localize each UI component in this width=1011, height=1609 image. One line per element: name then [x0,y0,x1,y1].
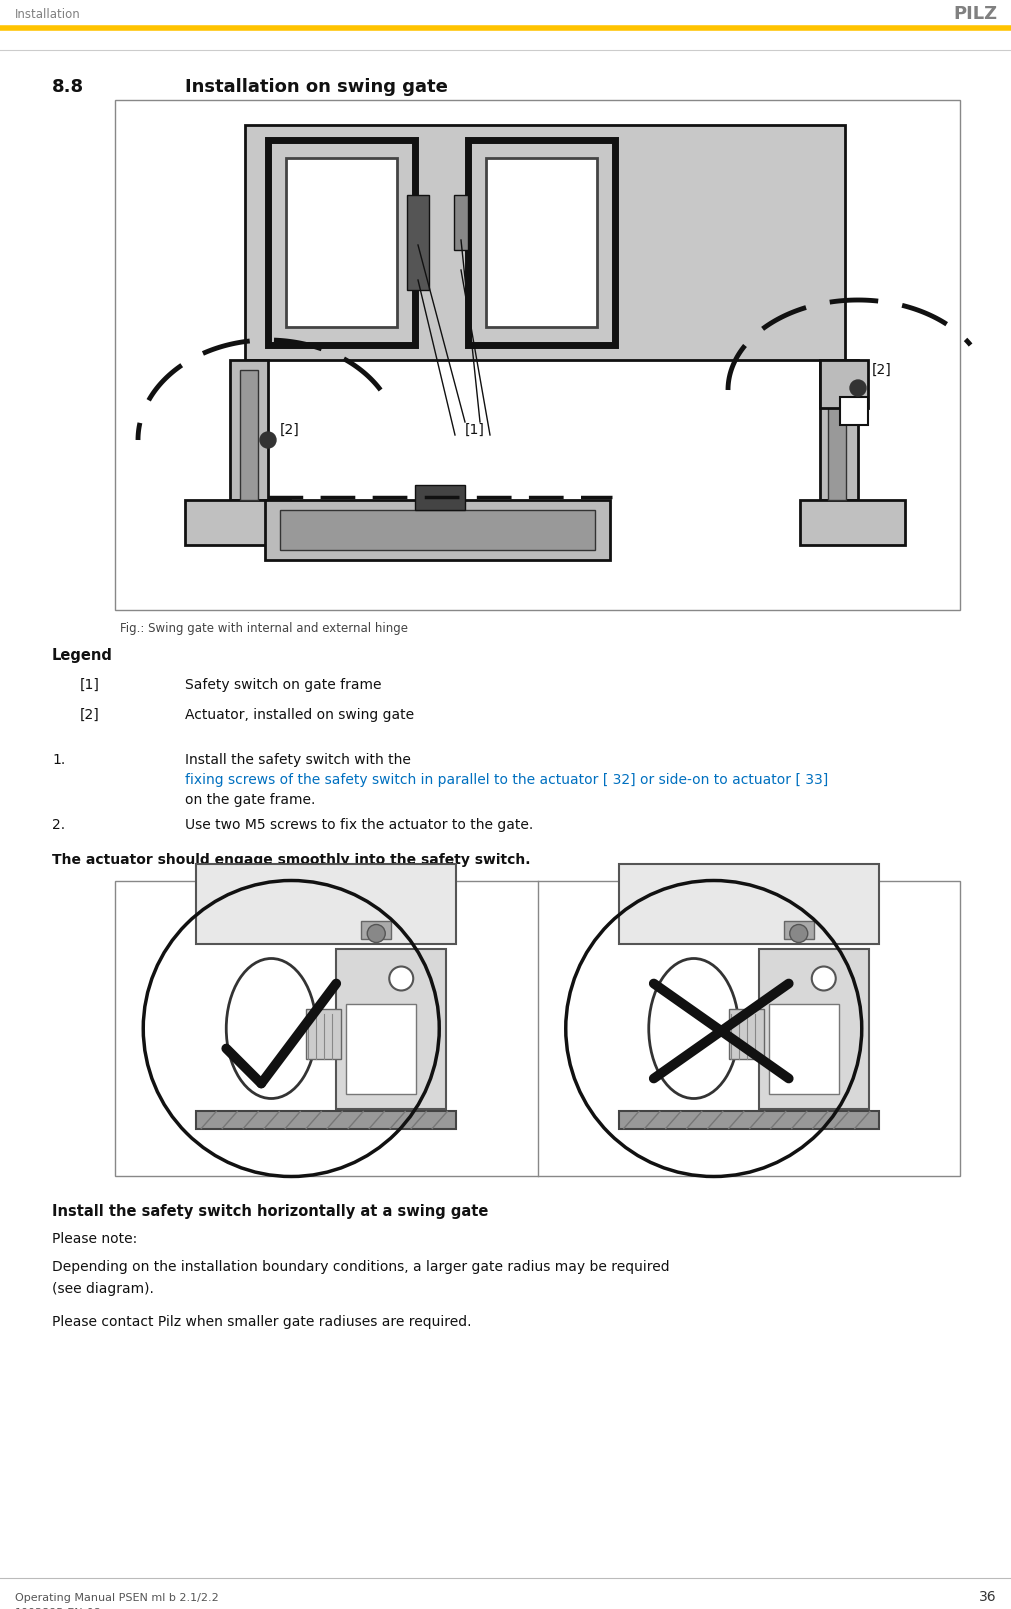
Bar [268,140,415,344]
Text: Operating Manual PSEN ml b 2.1/2.2: Operating Manual PSEN ml b 2.1/2.2 [15,1593,218,1603]
Bar [245,126,845,360]
Text: [1]: [1] [80,677,100,692]
Text: (see diagram).: (see diagram). [52,1282,154,1295]
Text: Depending on the installation boundary conditions, a larger gate radius may be r: Depending on the installation boundary c… [52,1260,669,1274]
Text: Safety switch on gate frame: Safety switch on gate frame [185,677,381,692]
Bar [468,140,615,344]
Bar [196,1110,456,1128]
Text: Installation: Installation [15,8,81,21]
Text: 1.: 1. [52,753,66,767]
Circle shape [850,380,866,396]
Text: The actuator should engage smoothly into the safety switch.: The actuator should engage smoothly into… [52,853,531,867]
Text: on the gate frame.: on the gate frame. [185,793,315,808]
Bar [337,948,446,1109]
Bar [240,370,258,500]
Bar [346,1004,417,1094]
Text: 36: 36 [980,1590,997,1604]
Bar [415,484,465,510]
Bar [361,920,391,938]
Text: Please contact Pilz when smaller gate radiuses are required.: Please contact Pilz when smaller gate ra… [52,1315,471,1329]
Bar [828,370,846,500]
Bar [800,500,905,545]
Bar [820,360,868,409]
Bar [840,397,868,425]
Text: [2]: [2] [280,423,299,438]
Circle shape [812,967,836,991]
Bar [265,500,610,560]
Bar [486,158,598,327]
Text: PILZ: PILZ [953,5,997,23]
Text: [2]: [2] [80,708,100,722]
Bar [280,510,595,550]
Text: 8.8: 8.8 [52,77,84,97]
Bar [115,882,960,1176]
Bar [196,864,456,943]
Text: Use two M5 screws to fix the actuator to the gate.: Use two M5 screws to fix the actuator to… [185,817,533,832]
Text: 2.: 2. [52,817,65,832]
Text: Actuator, installed on swing gate: Actuator, installed on swing gate [185,708,415,722]
Text: fixing screws of the safety switch in parallel to the actuator [ 32] or side-on : fixing screws of the safety switch in pa… [185,772,828,787]
Bar [619,1110,879,1128]
Text: Legend: Legend [52,648,113,663]
Text: Install the safety switch with the: Install the safety switch with the [185,753,416,767]
Bar [185,500,290,545]
Circle shape [260,431,276,447]
Circle shape [790,925,808,943]
Text: [2]: [2] [872,364,892,377]
Text: Fig.: Swing gate with internal and external hinge: Fig.: Swing gate with internal and exter… [120,621,408,634]
Ellipse shape [649,959,739,1099]
Bar [115,100,960,610]
Bar [758,948,868,1109]
Bar [454,195,468,249]
Bar [729,1009,763,1059]
Bar [286,158,397,327]
Ellipse shape [226,959,316,1099]
Circle shape [389,967,413,991]
Bar [407,195,429,290]
Bar [619,864,879,943]
Bar [820,360,858,500]
Bar [229,360,268,500]
Bar [784,920,814,938]
Bar [306,1009,342,1059]
Text: Please note:: Please note: [52,1232,137,1245]
Text: Install the safety switch horizontally at a swing gate: Install the safety switch horizontally a… [52,1204,488,1220]
Text: [1]: [1] [465,423,485,438]
Circle shape [367,925,385,943]
Bar [768,1004,839,1094]
Text: Installation on swing gate: Installation on swing gate [185,77,448,97]
